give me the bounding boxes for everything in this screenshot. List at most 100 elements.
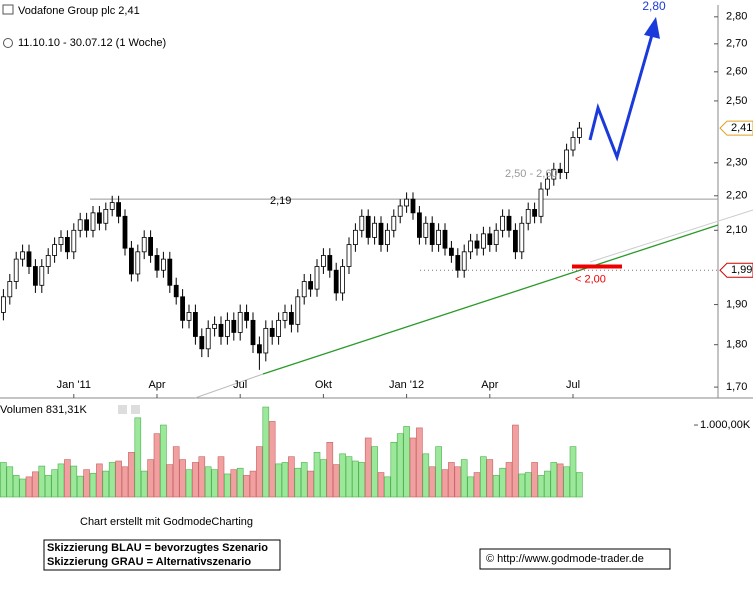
- volume-bar: [32, 471, 39, 498]
- volume-bar: [256, 446, 263, 498]
- candle-body: [20, 251, 26, 260]
- grey-trendline: [589, 209, 753, 263]
- candle-body: [538, 188, 544, 217]
- candle-body: [448, 247, 454, 256]
- volume-title: Volumen 831,31K: [0, 404, 88, 416]
- volume-bar: [102, 470, 110, 498]
- candle-body: [570, 137, 576, 151]
- candle-body: [148, 237, 154, 256]
- chart-title: Vodafone Group plc 2,41: [18, 5, 140, 17]
- candle-body: [224, 319, 230, 337]
- y-tick-label: 2,20: [726, 190, 747, 202]
- volume-bar: [96, 463, 103, 498]
- volume-bar: [51, 469, 58, 498]
- volume-bar: [563, 466, 570, 498]
- candle-body: [314, 266, 320, 290]
- candle-body: [340, 266, 346, 294]
- volume-bar: [25, 476, 33, 498]
- candle-body: [493, 229, 499, 245]
- volume-bar: [185, 469, 193, 498]
- volume-bar: [326, 442, 334, 498]
- candle-body: [33, 266, 38, 286]
- volume-bar: [416, 427, 423, 498]
- volume-bar: [115, 460, 122, 498]
- candle-body: [7, 281, 13, 298]
- volume-bar: [544, 470, 551, 498]
- volume-bar: [390, 442, 398, 498]
- volume-bar: [281, 462, 289, 498]
- x-tick-label: Okt: [315, 379, 332, 391]
- volume-bar: [512, 424, 519, 498]
- volume-bar: [211, 469, 218, 498]
- volume-bar: [147, 459, 154, 498]
- candle-body: [71, 229, 77, 253]
- volume-bar: [153, 433, 161, 498]
- volume-bar: [166, 464, 174, 498]
- candle-body: [391, 215, 397, 231]
- candle-body: [474, 240, 480, 249]
- volume-bar: [12, 475, 20, 498]
- volume-bar: [294, 467, 302, 498]
- volume-bar: [518, 473, 526, 498]
- volume-bar: [467, 476, 474, 498]
- candle-body: [135, 251, 141, 275]
- volume-bar: [44, 475, 52, 498]
- volume-bar: [576, 472, 583, 498]
- volume-bar: [339, 453, 346, 498]
- volume-bar: [57, 463, 65, 498]
- volume-bar: [262, 406, 270, 498]
- candle-body: [231, 319, 237, 333]
- candle-body: [116, 202, 121, 217]
- volume-bar: [435, 446, 442, 498]
- volume-bar: [454, 466, 462, 498]
- source: © http://www.godmode-trader.de: [486, 553, 644, 565]
- volume-bar: [19, 478, 26, 498]
- candle-body: [416, 212, 422, 238]
- candle-body: [423, 222, 429, 238]
- volume-bar: [358, 462, 366, 498]
- volume-bar: [38, 465, 46, 498]
- candle-body: [84, 219, 89, 231]
- candle-body: [77, 219, 83, 231]
- candle-body: [519, 222, 525, 253]
- volume-bar: [0, 462, 7, 498]
- volume-bar: [70, 465, 78, 498]
- candle-body: [141, 237, 147, 253]
- volume-bar: [492, 475, 500, 498]
- source-box: [479, 548, 671, 570]
- candle-body: [52, 244, 57, 256]
- volume-bar: [275, 463, 282, 498]
- candle-body: [39, 266, 45, 286]
- candle-body: [384, 229, 390, 245]
- volume-bar: [409, 437, 417, 498]
- candle-body: [237, 312, 243, 333]
- volume-bar: [134, 417, 142, 498]
- y-tick-label: 2,60: [726, 66, 747, 78]
- credit: Chart erstellt mit GodmodeCharting: [80, 516, 253, 528]
- clock-icon: [3, 38, 13, 48]
- x-tick-label: Jan '12: [389, 379, 424, 391]
- candle-body: [308, 281, 314, 290]
- volume-bar: [192, 462, 199, 498]
- volume-bar: [83, 469, 90, 498]
- y-tick-label: 2,80: [726, 11, 747, 23]
- resistance-label: 2,19: [270, 195, 291, 207]
- volume-bar: [128, 452, 135, 498]
- candle-body: [160, 258, 166, 271]
- candle-body: [352, 229, 358, 245]
- volume-bar: [332, 464, 340, 498]
- legend-line: Skizzierung GRAU = Alternativszenario: [47, 556, 251, 568]
- legend-box: [43, 539, 281, 571]
- y-tick-label: 1,90: [726, 298, 747, 310]
- candle-body: [109, 202, 115, 210]
- chart-subtitle: 11.10.10 - 30.07.12 (1 Woche): [18, 37, 166, 49]
- candle-body: [154, 255, 160, 271]
- volume-bar: [364, 437, 372, 498]
- candle-body: [218, 323, 224, 337]
- scenario-arrowhead: [644, 16, 660, 39]
- candle-body: [378, 222, 384, 245]
- volume-bar: [198, 456, 206, 498]
- volume-tick-label: 1.000,00K: [700, 419, 751, 431]
- volume-bar: [499, 467, 506, 498]
- candle-body: [455, 255, 461, 271]
